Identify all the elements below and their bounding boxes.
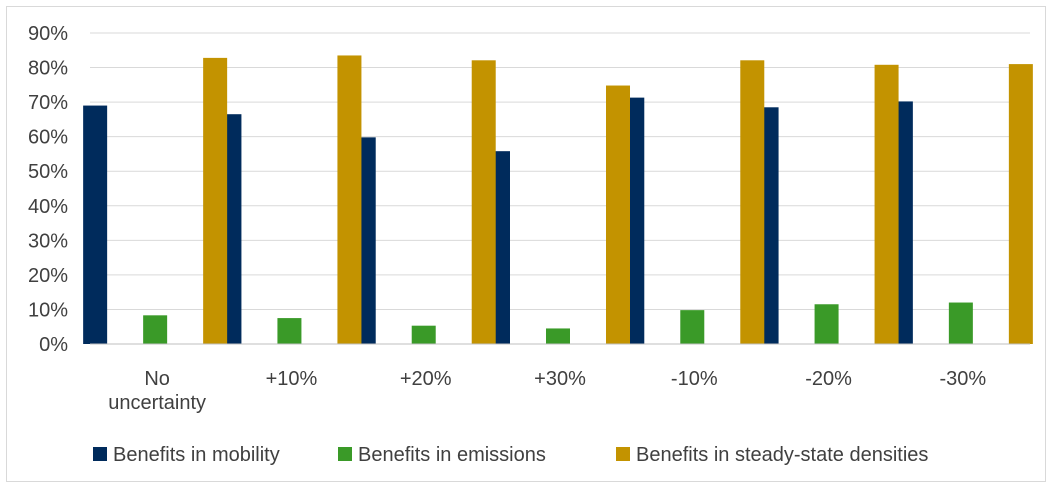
y-tick-label: 60%	[28, 127, 68, 149]
legend-swatch	[93, 447, 107, 461]
bar-benefits-in-steady-state-densities	[606, 85, 630, 344]
x-tick-label: -20%	[805, 368, 852, 390]
y-tick-label: 80%	[28, 58, 68, 80]
y-tick-label: 10%	[28, 299, 68, 321]
bar-benefits-in-steady-state-densities	[471, 60, 496, 344]
y-axis: 0% 10% 20% 30% 40% 50% 60% 70% 80% 90%	[28, 23, 68, 356]
x-tick-label: No	[144, 368, 170, 390]
bars	[83, 55, 1033, 345]
bar-benefits-in-emissions	[680, 310, 705, 344]
y-tick-label: 20%	[28, 265, 68, 287]
bar-benefits-in-steady-state-densities	[874, 64, 899, 345]
y-tick-label: 40%	[28, 196, 68, 218]
x-tick-label: -10%	[671, 368, 718, 390]
x-tick-label: uncertainty	[108, 392, 206, 414]
gridlines	[90, 32, 1030, 310]
legend-swatch	[338, 447, 352, 461]
bar-benefits-in-emissions	[143, 315, 168, 344]
x-tick-label: +10%	[266, 368, 318, 390]
bar-benefits-in-emissions	[546, 328, 570, 344]
x-tick-label: +30%	[534, 368, 586, 390]
x-tick-label: +20%	[400, 368, 452, 390]
legend-label: Benefits in emissions	[358, 444, 546, 466]
y-tick-label: 30%	[28, 230, 68, 252]
legend: Benefits in mobility Benefits in emission…	[93, 444, 928, 466]
y-tick-label: 0%	[39, 334, 68, 356]
legend-label: Benefits in mobility	[113, 444, 280, 466]
legend-label: Benefits in steady-state densities	[636, 444, 928, 466]
bar-benefits-in-emissions	[277, 318, 302, 344]
y-tick-label: 90%	[28, 23, 68, 45]
bar-benefits-in-steady-state-densities	[1008, 64, 1033, 344]
chart-frame	[6, 6, 1046, 482]
x-tick-label: -30%	[940, 368, 987, 390]
bar-benefits-in-emissions	[948, 302, 973, 344]
y-tick-label: 70%	[28, 92, 68, 114]
bar-benefits-in-mobility	[83, 105, 108, 344]
bar-benefits-in-emissions	[814, 304, 839, 344]
bar-benefits-in-steady-state-densities	[203, 57, 228, 344]
y-tick-label: 50%	[28, 161, 68, 183]
legend-swatch	[616, 447, 630, 461]
bar-benefits-in-steady-state-densities	[337, 55, 362, 344]
bar-benefits-in-emissions	[411, 325, 436, 344]
bar-benefits-in-steady-state-densities	[740, 60, 765, 344]
